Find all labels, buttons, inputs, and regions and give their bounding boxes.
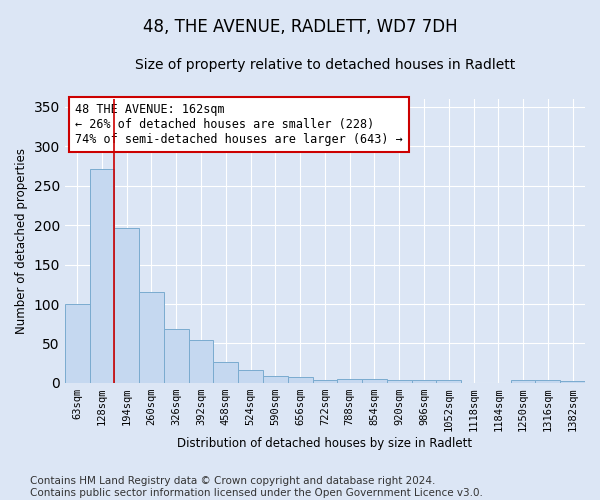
- Bar: [139, 292, 164, 383]
- Bar: [535, 380, 560, 383]
- Bar: [436, 380, 461, 383]
- Bar: [164, 329, 188, 383]
- Text: 48 THE AVENUE: 162sqm
← 26% of detached houses are smaller (228)
74% of semi-det: 48 THE AVENUE: 162sqm ← 26% of detached …: [75, 104, 403, 146]
- Text: 48, THE AVENUE, RADLETT, WD7 7DH: 48, THE AVENUE, RADLETT, WD7 7DH: [143, 18, 457, 36]
- Bar: [115, 228, 139, 383]
- Title: Size of property relative to detached houses in Radlett: Size of property relative to detached ho…: [135, 58, 515, 71]
- Bar: [188, 340, 214, 383]
- Bar: [387, 380, 412, 383]
- Bar: [288, 376, 313, 383]
- Bar: [238, 370, 263, 383]
- Bar: [337, 379, 362, 383]
- Bar: [511, 380, 535, 383]
- Text: Contains HM Land Registry data © Crown copyright and database right 2024.
Contai: Contains HM Land Registry data © Crown c…: [30, 476, 483, 498]
- Bar: [313, 380, 337, 383]
- Bar: [263, 376, 288, 383]
- X-axis label: Distribution of detached houses by size in Radlett: Distribution of detached houses by size …: [178, 437, 472, 450]
- Bar: [65, 304, 89, 383]
- Bar: [560, 382, 585, 383]
- Bar: [214, 362, 238, 383]
- Bar: [362, 379, 387, 383]
- Y-axis label: Number of detached properties: Number of detached properties: [15, 148, 28, 334]
- Bar: [89, 169, 115, 383]
- Bar: [412, 380, 436, 383]
